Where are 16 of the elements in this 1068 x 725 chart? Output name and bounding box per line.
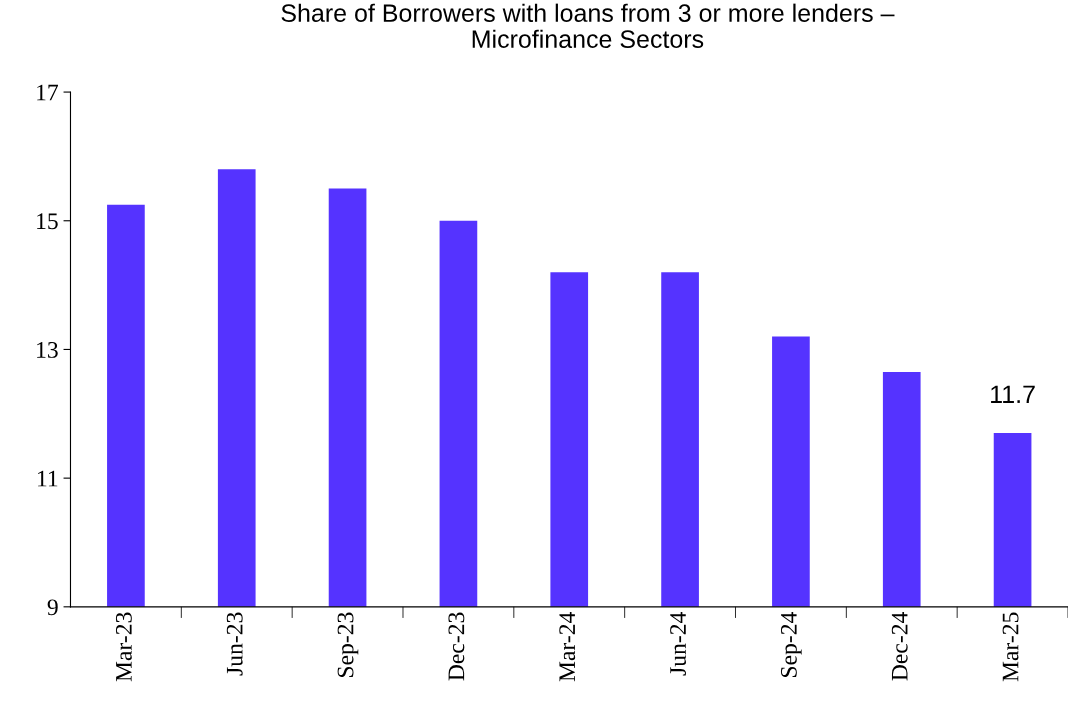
x-tick-label: Jun-23 [226,612,243,676]
x-tick-label: Mar-23 [115,612,132,682]
x-tick-label: Sep-23 [337,612,359,677]
y-tick-label: 13 [37,342,58,358]
x-tick-label: Sep-24 [780,612,802,677]
x-tick-label: Dec-23 [448,612,465,681]
x-tick-label: Jun-24 [670,612,686,676]
x-tick-label: Dec-24 [891,612,908,681]
y-tick-label: 17 [37,84,58,101]
y-tick-label: 15 [37,213,58,230]
x-tick-label: Mar-24 [559,612,576,682]
data-label: 11.7 [991,385,1035,403]
x-tick-label: Mar-25 [1002,612,1019,682]
y-tick-label: 9 [47,599,58,616]
chart-title: Share of Borrowers with loans from 3 or more lenders – Microfinance Sectors [281,3,895,49]
y-tick-label: 11 [38,470,58,487]
